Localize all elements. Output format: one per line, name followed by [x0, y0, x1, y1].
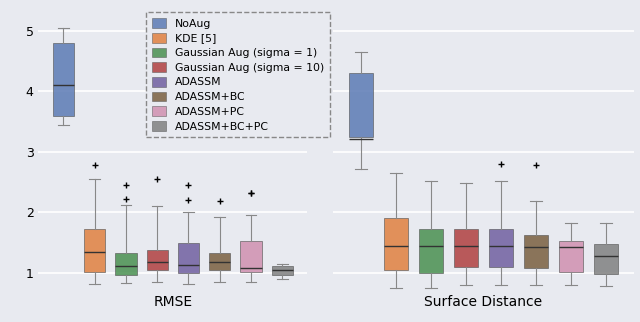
Legend: NoAug, KDE [5], Gaussian Aug (sigma = 1), Gaussian Aug (sigma = 10), ADASSM, ADA: NoAug, KDE [5], Gaussian Aug (sigma = 1)…	[146, 12, 330, 137]
PathPatch shape	[84, 229, 106, 272]
PathPatch shape	[209, 253, 230, 270]
PathPatch shape	[384, 218, 408, 270]
PathPatch shape	[115, 253, 136, 275]
PathPatch shape	[559, 242, 582, 272]
X-axis label: RMSE: RMSE	[153, 295, 193, 309]
PathPatch shape	[349, 73, 372, 137]
PathPatch shape	[178, 242, 199, 273]
X-axis label: Surface Distance: Surface Distance	[424, 295, 542, 309]
PathPatch shape	[489, 229, 513, 267]
PathPatch shape	[454, 229, 477, 267]
PathPatch shape	[52, 43, 74, 116]
PathPatch shape	[271, 266, 293, 275]
PathPatch shape	[524, 235, 548, 268]
PathPatch shape	[147, 250, 168, 270]
PathPatch shape	[240, 242, 262, 272]
PathPatch shape	[419, 229, 443, 273]
PathPatch shape	[594, 244, 618, 274]
